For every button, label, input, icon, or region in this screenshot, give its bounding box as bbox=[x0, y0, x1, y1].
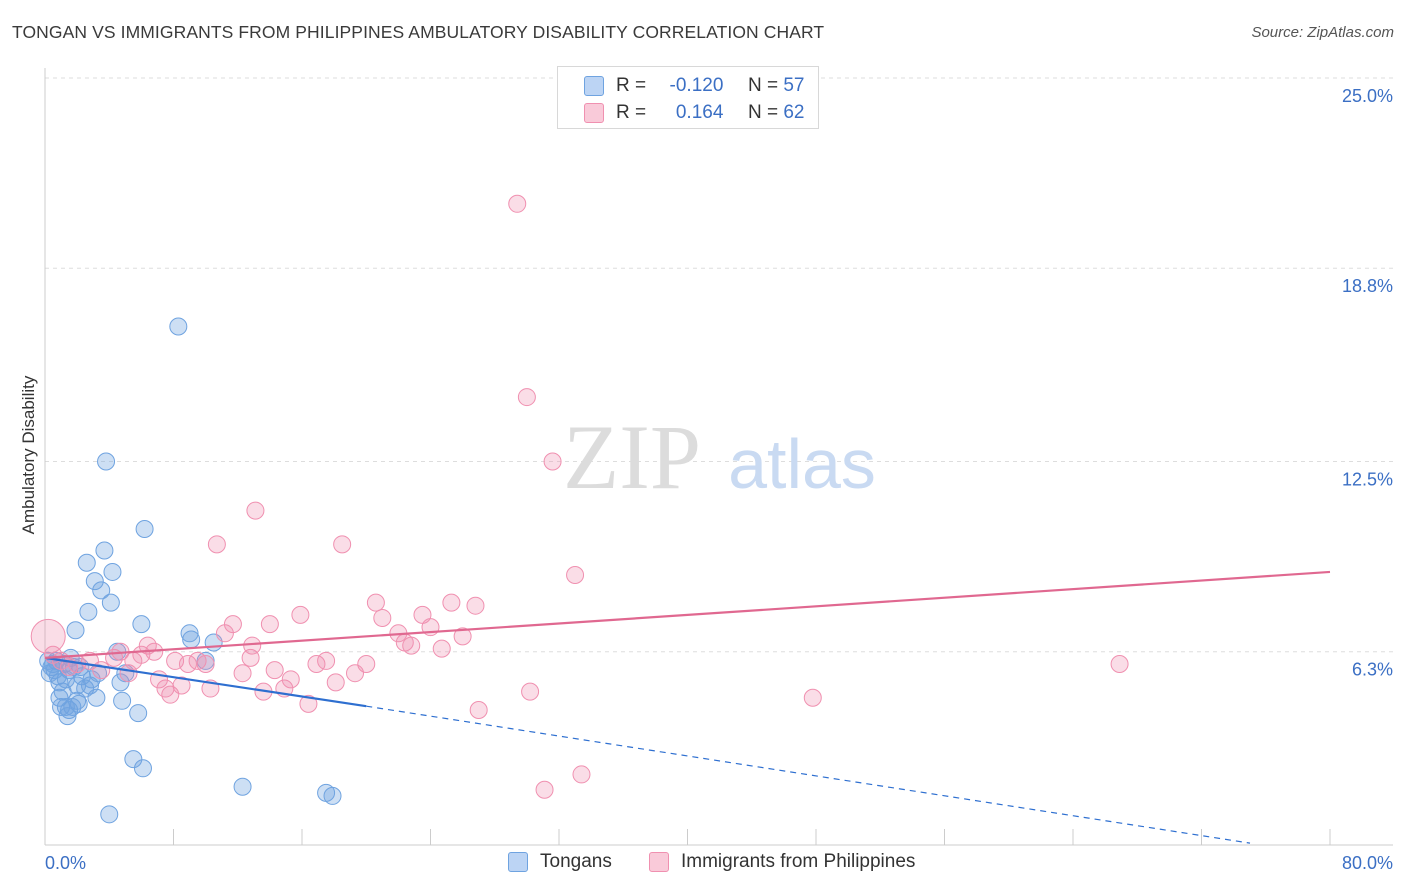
bottom-legend-swatch-tongans bbox=[508, 852, 528, 872]
chart-title: TONGAN VS IMMIGRANTS FROM PHILIPPINES AM… bbox=[12, 22, 825, 42]
tongan-point bbox=[50, 688, 69, 707]
y-tick-label: 6.3% bbox=[1352, 660, 1393, 680]
correlation-legend: R = -0.120 N = 57 R = 0.164 N = 62 bbox=[557, 66, 819, 129]
watermark: ZIP atlas bbox=[563, 406, 876, 508]
philippines-point bbox=[366, 593, 385, 612]
philippines-point bbox=[207, 535, 226, 554]
tongan-point bbox=[79, 602, 98, 621]
watermark-atlas: atlas bbox=[728, 425, 876, 503]
philippines-point bbox=[233, 664, 252, 683]
y-tick-label: 18.8% bbox=[1342, 276, 1393, 296]
legend-text-tongans: R = -0.120 N = 57 bbox=[616, 75, 805, 96]
philippines-point bbox=[243, 636, 262, 655]
tongan-point bbox=[68, 691, 87, 710]
philippines-trend-line bbox=[44, 570, 1331, 659]
philippines-point bbox=[357, 654, 376, 673]
philippines-point bbox=[543, 452, 562, 471]
philippines-point bbox=[373, 608, 392, 627]
tongan-trend-line bbox=[44, 656, 367, 708]
philippines-point bbox=[521, 682, 540, 701]
philippines-point bbox=[291, 605, 310, 624]
tongan-point bbox=[92, 581, 111, 600]
gridlines bbox=[45, 77, 1393, 653]
philippines-point bbox=[572, 765, 591, 784]
legend-swatch-philippines bbox=[584, 103, 604, 123]
philippines-point bbox=[223, 615, 242, 634]
data-points bbox=[30, 194, 1129, 824]
bottom-legend-label-tongans: Tongans bbox=[540, 851, 612, 872]
philippines-point bbox=[508, 194, 527, 213]
philippines-point bbox=[432, 639, 451, 658]
y-tick-label: 25.0% bbox=[1342, 86, 1393, 106]
philippines-point bbox=[466, 596, 485, 615]
philippines-point bbox=[299, 694, 318, 713]
philippines-point bbox=[453, 627, 472, 646]
philippines-point bbox=[260, 615, 279, 634]
tongan-point bbox=[182, 630, 201, 649]
tongan-point bbox=[103, 562, 122, 581]
trend-lines bbox=[44, 570, 1331, 844]
tongan-point bbox=[323, 786, 342, 805]
source-label: Source: ZipAtlas.com bbox=[1251, 24, 1394, 41]
tongan-point bbox=[180, 624, 199, 643]
tongan-point bbox=[113, 691, 132, 710]
philippines-point bbox=[281, 670, 300, 689]
philippines-point bbox=[92, 661, 111, 680]
philippines-point bbox=[326, 673, 345, 692]
philippines-point bbox=[178, 654, 197, 673]
philippines-point bbox=[333, 535, 352, 554]
philippines-point bbox=[246, 501, 265, 520]
watermark-zip: ZIP bbox=[563, 406, 701, 508]
tongan-point bbox=[97, 452, 116, 471]
philippines-point bbox=[30, 618, 66, 654]
tongan-point bbox=[101, 593, 120, 612]
y-axis-label: Ambulatory Disability bbox=[19, 375, 38, 534]
philippines-point bbox=[517, 388, 536, 407]
tongan-point bbox=[58, 707, 77, 726]
philippines-point bbox=[196, 654, 215, 673]
x-tick-label-end: 80.0% bbox=[1342, 853, 1393, 873]
philippines-point bbox=[442, 593, 461, 612]
philippines-point bbox=[566, 566, 585, 585]
philippines-point bbox=[402, 636, 421, 655]
philippines-point bbox=[803, 688, 822, 707]
tongan-point bbox=[135, 519, 154, 538]
tongan-point bbox=[233, 777, 252, 796]
tongan-point bbox=[69, 694, 88, 713]
tongan-point bbox=[124, 750, 143, 769]
philippines-point bbox=[317, 651, 336, 670]
tongan-trend-line-extension bbox=[366, 705, 1251, 844]
y-tick-label: 12.5% bbox=[1342, 470, 1393, 490]
tongan-point bbox=[100, 805, 119, 824]
philippines-point bbox=[1110, 654, 1129, 673]
tongan-point bbox=[169, 317, 188, 336]
philippines-point bbox=[265, 661, 284, 680]
tongan-point bbox=[85, 572, 104, 591]
x-tick-label-start: 0.0% bbox=[45, 853, 86, 873]
tongan-point bbox=[133, 759, 152, 778]
legend-text-philippines: R = 0.164 N = 62 bbox=[616, 102, 805, 123]
philippines-point bbox=[172, 676, 191, 695]
bottom-legend-label-philippines: Immigrants from Philippines bbox=[681, 851, 916, 872]
philippines-point bbox=[535, 780, 554, 799]
tongan-point bbox=[66, 621, 85, 640]
philippines-point bbox=[469, 701, 488, 720]
legend-swatch-tongans bbox=[584, 76, 604, 96]
tongan-point bbox=[132, 615, 151, 634]
philippines-point bbox=[307, 654, 326, 673]
bottom-legend-swatch-philippines bbox=[649, 852, 669, 872]
axes: 6.3% 12.5% 18.8% 25.0% bbox=[44, 68, 1393, 846]
tongan-point bbox=[129, 704, 148, 723]
tongan-point bbox=[95, 541, 114, 560]
tongan-point bbox=[77, 553, 96, 572]
